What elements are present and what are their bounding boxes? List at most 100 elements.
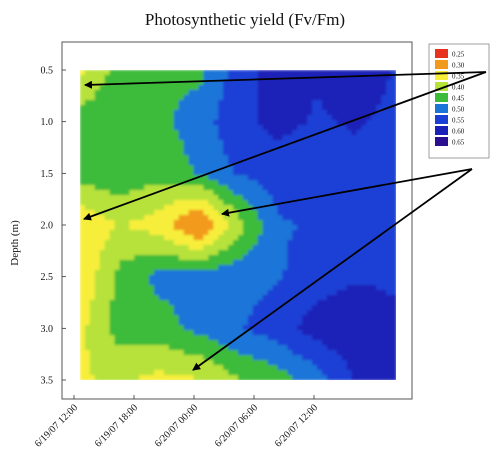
heatmap-cell <box>356 355 363 361</box>
heatmap-cell <box>282 145 288 151</box>
heatmap-cell <box>386 90 392 96</box>
heatmap-cell <box>321 170 328 176</box>
heatmap-cell <box>376 100 382 106</box>
heatmap-cell <box>376 210 382 216</box>
heatmap-cell <box>159 190 165 196</box>
annotation-arrow <box>83 71 487 221</box>
heatmap-cell <box>124 170 130 176</box>
heatmap-cell <box>198 170 205 176</box>
heatmap-cell <box>346 250 353 256</box>
heatmap-cell <box>124 355 130 361</box>
heatmap-cell <box>84 355 91 361</box>
heatmap-cell <box>252 305 259 311</box>
heatmap-cell <box>247 330 254 336</box>
heatmap-cell <box>391 290 396 296</box>
heatmap-cell <box>272 285 279 291</box>
heatmap-cell <box>292 310 298 316</box>
heatmap-cell <box>178 300 185 306</box>
heatmap-cell <box>89 370 96 376</box>
heatmap-cell <box>317 350 323 356</box>
heatmap-cell <box>203 105 209 111</box>
heatmap-cell <box>114 285 121 291</box>
heatmap-cell <box>228 355 234 361</box>
heatmap-cell <box>238 360 244 366</box>
heatmap-cell <box>129 125 135 131</box>
heatmap-cell <box>159 235 165 241</box>
heatmap-cell <box>287 340 293 346</box>
heatmap-cell <box>159 185 165 191</box>
heatmap-cell <box>84 145 91 151</box>
heatmap-cell <box>336 255 343 261</box>
heatmap-cell <box>173 270 180 276</box>
heatmap-cell <box>321 190 328 196</box>
heatmap-cell <box>381 75 387 81</box>
heatmap-cell <box>307 350 313 356</box>
heatmap-cell <box>203 300 209 306</box>
heatmap-cell <box>361 305 367 311</box>
heatmap-cell <box>361 105 367 111</box>
heatmap-cell <box>124 140 130 146</box>
heatmap-cell <box>84 290 91 296</box>
heatmap-cell <box>173 355 180 361</box>
heatmap-cell <box>361 230 367 236</box>
heatmap-cell <box>228 160 234 166</box>
heatmap-cell <box>292 240 298 246</box>
heatmap-cell <box>183 370 190 376</box>
heatmap-cell <box>376 105 382 111</box>
heatmap-cell <box>238 340 244 346</box>
heatmap-cell <box>247 355 254 361</box>
heatmap-cell <box>94 245 101 251</box>
heatmap-cell <box>257 335 264 341</box>
heatmap-cell <box>223 70 229 76</box>
annotation-arrow <box>192 168 473 371</box>
heatmap-cell <box>287 135 293 141</box>
heatmap-cell <box>168 170 175 176</box>
heatmap-cell <box>154 285 160 291</box>
heatmap-cell <box>282 130 288 136</box>
heatmap-cell <box>312 100 318 106</box>
heatmap-cell <box>178 375 185 380</box>
heatmap-cell <box>267 145 274 151</box>
heatmap-cell <box>341 290 348 296</box>
heatmap-cell <box>262 370 269 376</box>
heatmap-cell <box>282 265 288 271</box>
heatmap-cell <box>346 95 353 101</box>
heatmap-cell <box>356 230 363 236</box>
heatmap-cell <box>213 150 219 156</box>
heatmap-cell <box>326 170 333 176</box>
heatmap-cell <box>144 245 150 251</box>
heatmap-cell <box>149 195 155 201</box>
heatmap-cell <box>139 140 145 146</box>
heatmap-cell <box>302 365 308 371</box>
heatmap-cell <box>321 345 328 351</box>
heatmap-cell <box>312 175 318 181</box>
heatmap-cell <box>228 70 234 76</box>
heatmap-cell <box>144 165 150 171</box>
heatmap-cell <box>366 260 372 266</box>
heatmap-cell <box>124 225 130 231</box>
heatmap-cell <box>154 135 160 141</box>
heatmap-cell <box>104 70 111 76</box>
heatmap-cell <box>336 75 343 81</box>
heatmap-cell <box>391 280 396 286</box>
heatmap-cell <box>287 170 293 176</box>
heatmap-cell <box>257 365 264 371</box>
heatmap-cell <box>257 130 264 136</box>
heatmap-cell <box>262 215 269 221</box>
heatmap-cell <box>178 185 185 191</box>
heatmap-cell <box>89 175 96 181</box>
heatmap-cell <box>238 195 244 201</box>
heatmap-cell <box>267 115 274 121</box>
heatmap-cell <box>341 245 348 251</box>
heatmap-cell <box>159 355 165 361</box>
heatmap-cell <box>257 295 264 301</box>
heatmap-cell <box>94 255 101 261</box>
heatmap-cell <box>351 210 358 216</box>
heatmap-cell <box>144 265 150 271</box>
heatmap-cell <box>312 305 318 311</box>
heatmap-cell <box>307 90 313 96</box>
heatmap-cell <box>346 375 353 380</box>
heatmap-cell <box>109 160 116 166</box>
heatmap-cell <box>282 305 288 311</box>
heatmap-cell <box>208 85 214 91</box>
